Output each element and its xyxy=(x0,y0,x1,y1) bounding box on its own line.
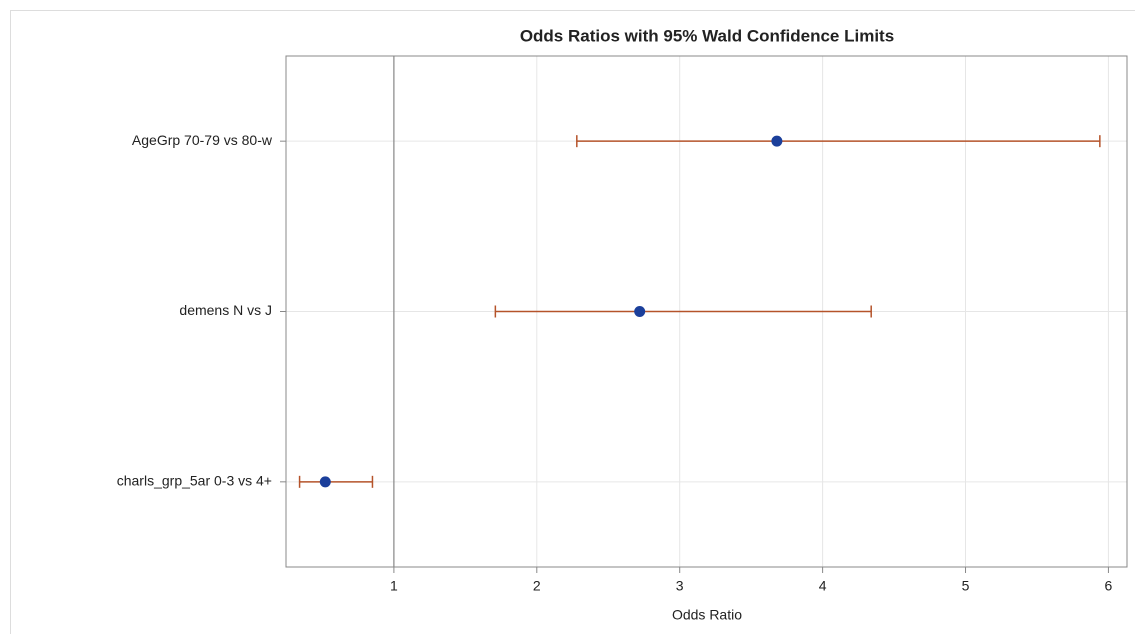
outer-frame xyxy=(10,10,1135,634)
x-tick-label: 1 xyxy=(390,578,398,594)
x-tick-label: 4 xyxy=(819,578,827,594)
estimate-point xyxy=(771,135,783,147)
y-tick-label: charls_grp_5ar 0-3 vs 4+ xyxy=(117,473,272,489)
x-tick-label: 2 xyxy=(533,578,541,594)
estimate-point xyxy=(634,306,646,317)
x-tick-label: 6 xyxy=(1105,578,1113,594)
y-tick-label: demens N vs J xyxy=(179,302,272,318)
x-axis-label: Odds Ratio xyxy=(672,607,742,623)
x-tick-label: 3 xyxy=(676,578,684,594)
estimate-point xyxy=(319,476,331,488)
chart-title: Odds Ratios with 95% Wald Confidence Lim… xyxy=(520,26,894,45)
y-tick-label: AgeGrp 70-79 vs 80-w xyxy=(132,132,273,148)
x-tick-label: 5 xyxy=(962,578,970,594)
